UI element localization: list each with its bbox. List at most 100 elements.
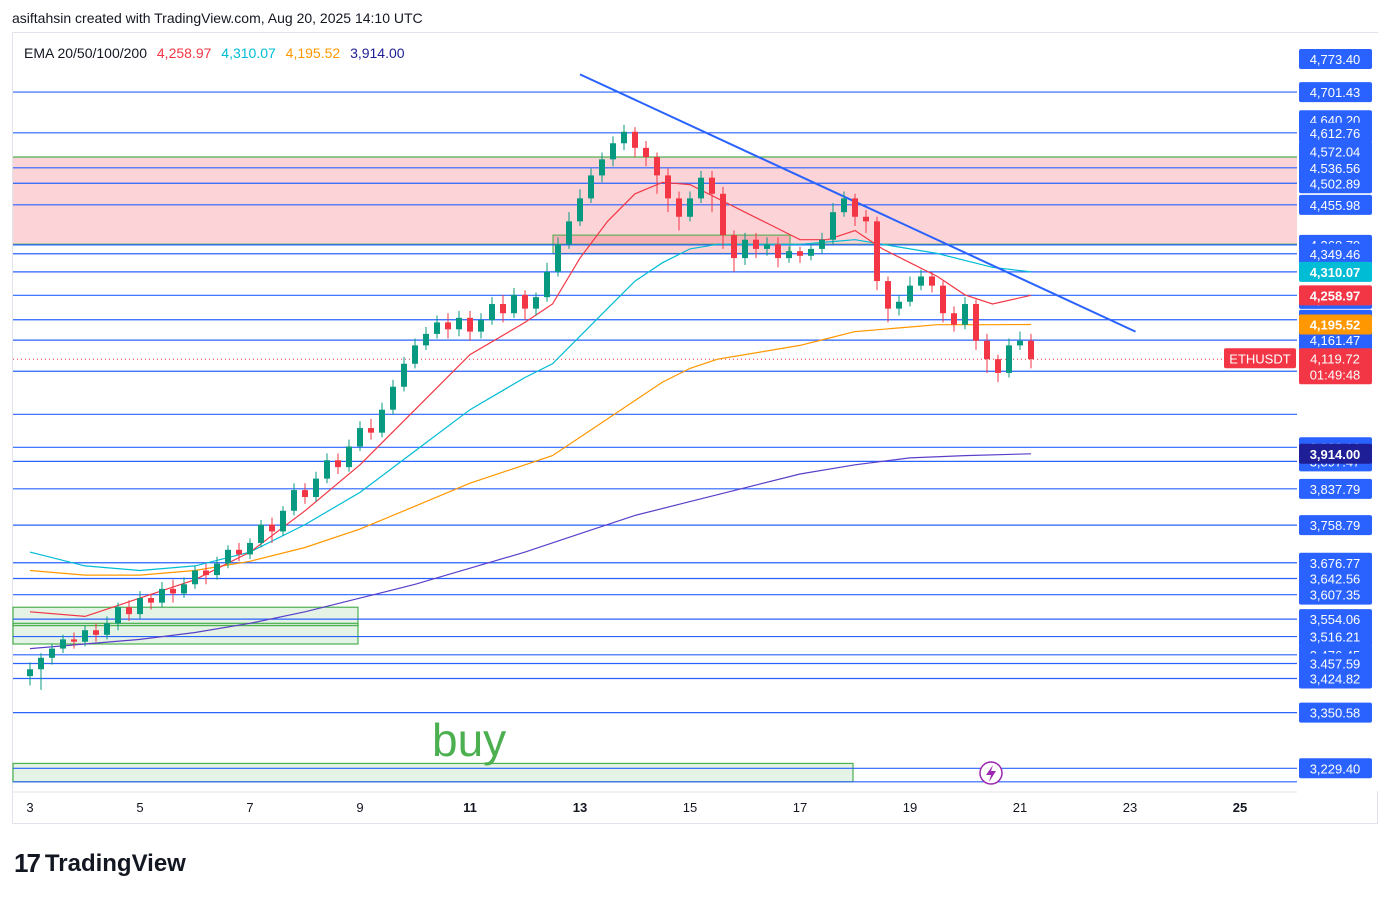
candle: [665, 168, 671, 213]
zones-layer: [12, 156, 1297, 783]
candle: [291, 483, 297, 516]
price-label: 3,607.35: [1310, 588, 1361, 603]
price-label: 3,229.40: [1310, 761, 1361, 776]
ema-legend-label: EMA 20/50/100/200: [24, 45, 147, 61]
highlight-label: 3,914.00: [1310, 447, 1361, 462]
candle: [258, 519, 264, 548]
candle-body: [577, 198, 583, 222]
candle-body: [456, 317, 462, 330]
candle: [929, 271, 935, 293]
candle-body: [313, 478, 319, 497]
candle-body: [379, 409, 385, 433]
highlight-label: 4,310.07: [1310, 265, 1361, 280]
candle: [731, 230, 737, 272]
candle: [159, 581, 165, 608]
candle-body: [885, 281, 891, 309]
last-price-label: 4,119.72: [1310, 351, 1360, 366]
candle-body: [181, 584, 187, 594]
time-tick-label: 11: [463, 800, 477, 815]
candle: [544, 262, 550, 302]
candle-body: [214, 563, 220, 576]
candle: [71, 632, 77, 649]
tradingview-logo[interactable]: 17 TradingView: [14, 848, 186, 879]
candle-body: [126, 607, 132, 615]
logo-text: TradingView: [44, 849, 186, 877]
candle-body: [27, 669, 33, 677]
price-label: 3,424.82: [1310, 672, 1361, 687]
candle-body: [621, 131, 627, 144]
candle: [148, 593, 154, 610]
candle: [995, 354, 1001, 383]
candle-body: [962, 304, 968, 325]
buy-annotation: buy: [432, 714, 506, 766]
candle-body: [720, 193, 726, 236]
candle-body: [247, 542, 253, 555]
candle: [467, 310, 473, 341]
candle: [38, 653, 44, 690]
candle-body: [478, 320, 484, 332]
candle-body: [654, 157, 660, 176]
candle: [104, 616, 110, 640]
candle-body: [148, 598, 154, 603]
candle-body: [610, 143, 616, 160]
candle-body: [137, 598, 143, 615]
candle: [973, 299, 979, 350]
candle: [27, 662, 33, 686]
candle: [247, 538, 253, 560]
candle-body: [1017, 340, 1023, 346]
candle-body: [786, 251, 792, 259]
candle: [390, 379, 396, 415]
candle: [225, 545, 231, 569]
candle-body: [192, 570, 198, 585]
highlight-label: 4,258.97: [1310, 288, 1361, 303]
price-label-bg: [1299, 82, 1372, 103]
candle-body: [401, 363, 407, 387]
ema50-line: [29, 239, 1032, 572]
candle: [49, 643, 55, 665]
candle: [742, 232, 748, 265]
candle-body: [258, 524, 264, 543]
candle-body: [764, 244, 770, 249]
candle: [643, 140, 649, 167]
candle-body: [588, 175, 594, 199]
candle: [962, 297, 968, 330]
ema-legend[interactable]: EMA 20/50/100/200 4,258.97 4,310.07 4,19…: [24, 45, 411, 61]
candle-body: [1028, 340, 1034, 360]
price-label-bg: [1299, 141, 1372, 162]
candle-body: [665, 175, 671, 199]
ema50-value: 4,310.07: [221, 45, 276, 61]
price-label: 3,642.56: [1310, 572, 1361, 587]
price-label-bg: [1299, 653, 1372, 674]
candle-body: [423, 333, 429, 346]
price-label: 4,612.76: [1310, 126, 1361, 141]
candle: [93, 623, 99, 642]
candle-body: [357, 428, 363, 447]
candle-body: [555, 244, 561, 272]
candle-body: [907, 285, 913, 302]
candle: [269, 517, 275, 543]
candle: [324, 453, 330, 484]
replay-icon[interactable]: [979, 761, 1003, 785]
time-tick-label: 5: [136, 800, 143, 815]
candle: [599, 152, 605, 183]
candle: [379, 402, 385, 438]
zone-support-4: [12, 762, 854, 783]
time-tick-label: 15: [683, 800, 697, 815]
candle: [610, 136, 616, 167]
candle-body: [753, 239, 759, 249]
candle: [885, 276, 891, 323]
time-tick-label: 19: [903, 800, 917, 815]
candle: [709, 170, 715, 213]
candle-body: [467, 317, 473, 332]
candle: [1006, 338, 1012, 378]
candle-body: [489, 304, 495, 321]
candle-body: [236, 549, 242, 555]
price-label-bg: [1299, 668, 1372, 689]
candle-body: [71, 639, 77, 642]
price-label-bg: [1299, 609, 1372, 630]
price-label: 4,161.47: [1310, 333, 1361, 348]
time-tick-label: 23: [1123, 800, 1137, 815]
highlight-label-bg: [1299, 314, 1372, 335]
price-label: 3,516.21: [1310, 630, 1361, 645]
